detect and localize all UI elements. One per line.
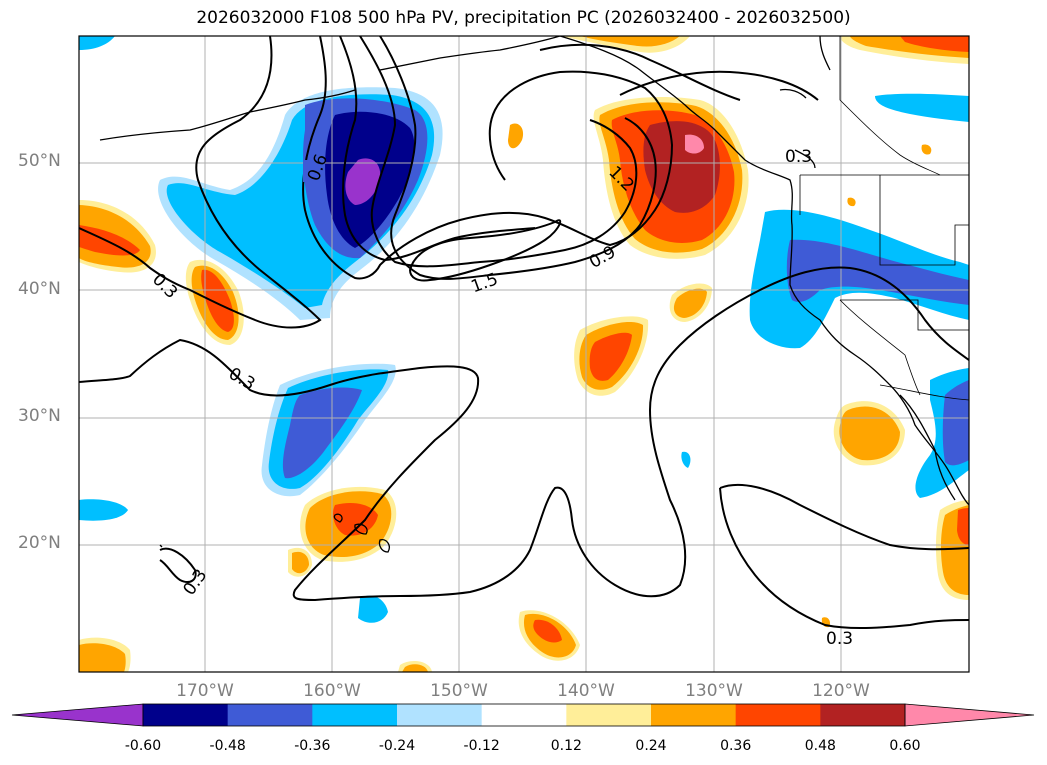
map-title: 2026032000 F108 500 hPa PV, precipitatio… [196,8,851,28]
positive-field [957,508,969,545]
positive-field [201,269,234,332]
pv-contours [79,36,969,630]
negative-field [282,387,362,479]
positive-field [533,619,562,643]
colorbar-tick-label: -0.24 [378,738,416,754]
contour-label: 0.3 [785,147,812,167]
colorbar [11,703,1035,727]
colorbar-segment [735,704,821,726]
positive-field [673,288,707,318]
lat-label-30n: 30°N [18,406,61,426]
coastlines [99,36,969,553]
colorbar-segment [312,704,398,726]
positive-field [402,664,428,672]
graticule [79,36,969,672]
precip-anomaly-fields [79,36,969,672]
positive-field [839,406,900,461]
negative-field [942,380,969,466]
colorbar-frame [142,703,906,727]
lon-label-130w: 130°W [685,681,743,701]
positive-field [900,36,969,52]
positive-field [79,643,126,672]
negative-field [681,451,691,468]
positive-field [508,123,524,149]
colorbar-segment [820,704,906,726]
lon-label-160w: 160°W [303,681,361,701]
positive-field [847,197,856,207]
colorbar-tick-label: -0.60 [124,738,162,754]
colorbar-tick-label: -0.36 [294,738,331,754]
colorbar-tick-label: -0.48 [209,738,246,754]
colorbar-tick-label: 0.48 [804,738,836,754]
positive-field [921,144,932,155]
negative-field [875,93,969,122]
map-frame [78,35,970,673]
positive-field [580,36,680,47]
positive-field [685,134,704,154]
lat-label-20n: 20°N [18,533,61,553]
lon-label-120w: 120°W [812,681,870,701]
positive-field [292,551,309,574]
colorbar-segment [651,704,737,726]
colorbar-segment [227,704,313,726]
positive-field [589,332,632,381]
political-borders [799,36,969,401]
colorbar-tick-label: 0.36 [720,738,752,754]
contour-label: 0.3 [180,566,212,600]
colorbar-tick-label: 0.60 [889,738,921,754]
contour-label: 0.3 [826,629,853,649]
negative-field [786,239,969,305]
negative-field [358,595,388,623]
colorbar-extend-min [11,703,144,727]
lon-label-170w: 170°W [176,681,234,701]
contour-label: 0.3 [148,270,181,303]
lon-label-140w: 140°W [557,681,615,701]
colorbar-tick-label: 0.12 [550,738,582,754]
lat-label-50n: 50°N [18,151,61,171]
positive-field [79,225,140,256]
colorbar-tick-label: -0.12 [463,738,500,754]
lat-label-40n: 40°N [18,279,61,299]
colorbar-extend-max [904,703,1035,727]
colorbar-tick-label: 0.24 [635,738,667,754]
negative-field [345,158,381,205]
colorbar-segment [481,704,567,726]
colorbar-segment [566,704,652,726]
negative-field [79,36,115,50]
colorbar-segment [143,704,229,726]
lon-label-150w: 150°W [430,681,488,701]
colorbar-segment [397,704,483,726]
negative-field [79,499,128,521]
